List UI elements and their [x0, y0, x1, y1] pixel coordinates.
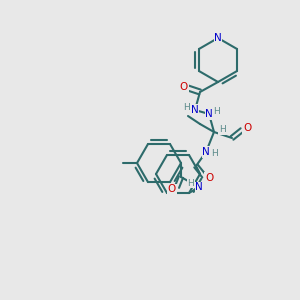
- Text: N: N: [195, 182, 203, 192]
- Text: N: N: [191, 105, 199, 115]
- Text: H: H: [214, 107, 220, 116]
- Text: N: N: [205, 109, 213, 119]
- Text: H: H: [188, 178, 194, 188]
- Text: H: H: [184, 103, 190, 112]
- Text: O: O: [205, 173, 213, 183]
- Text: O: O: [243, 123, 251, 133]
- Text: N: N: [214, 33, 222, 43]
- Text: H: H: [211, 149, 218, 158]
- Text: O: O: [180, 82, 188, 92]
- Text: O: O: [168, 184, 176, 194]
- Text: H: H: [219, 125, 225, 134]
- Text: N: N: [202, 147, 210, 157]
